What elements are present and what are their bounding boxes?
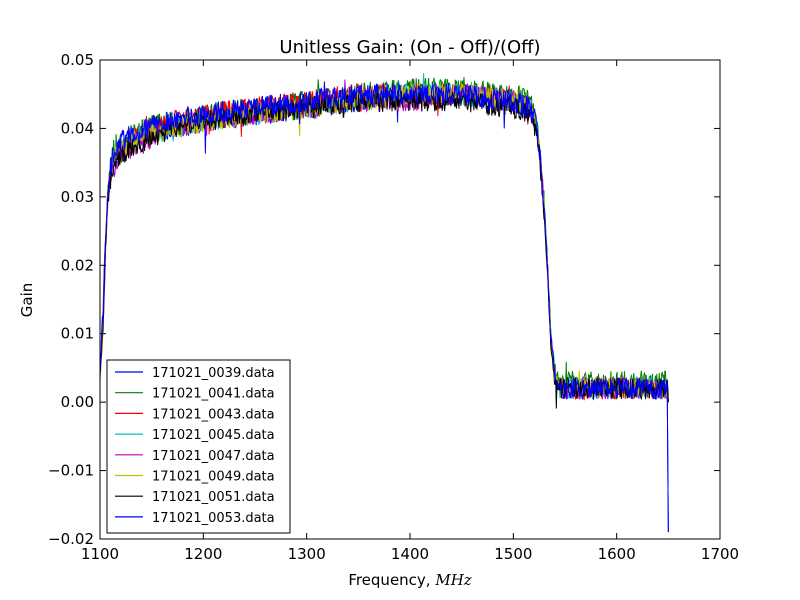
y-tick-label: −0.01 [48, 462, 94, 480]
x-tick-label: 1700 [701, 545, 739, 563]
legend-label: 171021_0045.data [152, 428, 275, 443]
x-tick-label: 1600 [598, 545, 636, 563]
y-axis-label: Gain [18, 283, 36, 318]
x-axis-label-unit: MHz [434, 571, 471, 589]
legend-label: 171021_0047.data [152, 449, 275, 464]
legend-label: 171021_0049.data [152, 470, 275, 485]
x-tick-label: 1300 [288, 545, 326, 563]
x-axis-ticks: 1100 1200 1300 1400 1500 1600 1700 [81, 60, 739, 563]
legend-label: 171021_0051.data [152, 490, 275, 505]
legend-label: 171021_0043.data [152, 407, 275, 422]
chart-title: Unitless Gain: (On - Off)/(Off) [279, 37, 540, 58]
legend-label: 171021_0039.data [152, 366, 275, 381]
y-axis-ticks: −0.02 −0.01 0.00 0.01 0.02 0.03 0.04 0.05 [48, 51, 720, 548]
legend-box [106, 359, 291, 534]
y-tick-label: 0.02 [61, 256, 94, 274]
series-layer [99, 73, 669, 533]
x-tick-label: 1400 [391, 545, 429, 563]
legend-label: 171021_0041.data [152, 387, 275, 402]
x-axis-label: Frequency, MHz [348, 571, 471, 589]
y-tick-label: 0.01 [61, 325, 94, 343]
y-tick-label: 0.04 [61, 119, 94, 137]
legend-label: 171021_0053.data [152, 511, 275, 526]
y-tick-label: −0.02 [48, 530, 94, 548]
y-tick-label: 0.05 [61, 51, 94, 69]
y-tick-label: 0.00 [61, 393, 94, 411]
series-line-171021_0053.data [99, 81, 669, 533]
x-tick-label: 1500 [494, 545, 532, 563]
x-tick-label: 1100 [81, 545, 119, 563]
legend: 171021_0039.data 171021_0041.data 171021_0… [106, 359, 291, 534]
y-tick-label: 0.03 [61, 188, 94, 206]
x-tick-label: 1200 [184, 545, 222, 563]
x-axis-label-text: Frequency, [348, 571, 435, 589]
